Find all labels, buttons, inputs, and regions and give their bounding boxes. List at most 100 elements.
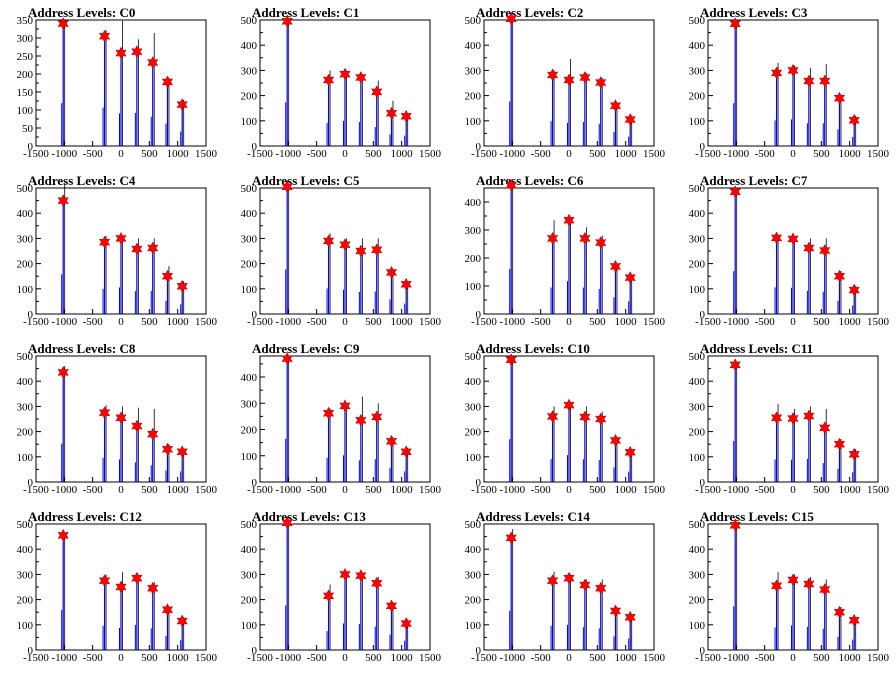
peak-marker xyxy=(624,271,636,285)
y-tick-label: 0 xyxy=(252,645,258,657)
chart-panel-7: Address Levels: C70100200300400500-1500-… xyxy=(689,173,890,328)
y-tick-label: 300 xyxy=(17,569,34,581)
x-tick-label: 500 xyxy=(589,652,606,664)
peak-marker xyxy=(322,406,335,420)
peak-marker xyxy=(505,12,517,26)
chart-panel-3: Address Levels: C30100200300400500-1500-… xyxy=(689,5,890,160)
x-tick-label: 1500 xyxy=(195,484,218,496)
chart-panel-4: Address Levels: C40100200300400500-1500-… xyxy=(17,173,218,328)
x-tick-label: 0 xyxy=(342,484,348,496)
y-tick-label: 500 xyxy=(465,351,482,363)
y-tick-label: 300 xyxy=(241,398,258,410)
y-tick-label: 100 xyxy=(17,620,34,632)
peak-marker xyxy=(579,578,591,592)
x-tick-label: 1000 xyxy=(839,652,862,664)
peak-marker xyxy=(803,74,815,88)
x-tick-label: 1500 xyxy=(195,148,218,160)
x-tick-label: 1000 xyxy=(391,484,414,496)
x-tick-label: -500 xyxy=(83,148,104,160)
x-tick-label: -1500 xyxy=(695,652,721,664)
peak-marker xyxy=(579,410,591,424)
y-tick-label: 500 xyxy=(689,183,706,195)
y-tick-label: 500 xyxy=(241,15,258,27)
peak-marker xyxy=(176,445,188,459)
peak-marker xyxy=(355,70,367,85)
y-tick-label: 0 xyxy=(476,309,482,321)
peak-marker xyxy=(322,73,335,87)
y-tick-label: 300 xyxy=(465,65,482,77)
peak-marker xyxy=(115,411,127,425)
x-tick-label: -1000 xyxy=(723,484,749,496)
x-tick-label: 1500 xyxy=(419,484,442,496)
peak-marker xyxy=(400,277,412,291)
x-tick-label: 1500 xyxy=(867,652,890,664)
x-tick-label: 0 xyxy=(790,316,796,328)
x-tick-label: 500 xyxy=(141,148,158,160)
y-tick-label: 200 xyxy=(465,91,482,103)
chart-title: Address Levels: C12 xyxy=(28,509,142,524)
peak-marker xyxy=(770,231,783,245)
x-tick-label: 0 xyxy=(790,148,796,160)
peak-marker xyxy=(803,241,815,255)
x-tick-label: -1500 xyxy=(23,484,49,496)
x-tick-label: -1500 xyxy=(471,316,497,328)
peak-marker xyxy=(355,244,367,258)
x-tick-label: 1000 xyxy=(167,316,190,328)
x-tick-label: 1000 xyxy=(615,652,638,664)
x-tick-label: -1000 xyxy=(275,652,301,664)
x-tick-label: 1500 xyxy=(867,316,890,328)
peak-marker xyxy=(371,576,383,590)
x-tick-label: -1000 xyxy=(499,484,525,496)
y-tick-label: 100 xyxy=(241,116,258,128)
y-tick-label: 400 xyxy=(465,40,482,52)
chart-panel-10: Address Levels: C10 0 100 200 300 400 500 -1500… xyxy=(465,341,666,496)
peak-marker xyxy=(770,66,783,80)
peak-marker xyxy=(609,433,622,447)
chart-title: Address Levels: C10 xyxy=(476,341,590,356)
chart-title: Address Levels: C2 xyxy=(476,5,583,20)
peak-marker xyxy=(624,610,636,624)
x-tick-label: -1000 xyxy=(51,316,77,328)
peak-marker xyxy=(546,231,559,245)
x-tick-label: 1500 xyxy=(867,484,890,496)
chart-title: Address Levels: C15 xyxy=(700,509,814,524)
peak-marker xyxy=(147,581,159,595)
y-tick-label: 100 xyxy=(465,116,482,128)
peak-marker xyxy=(385,599,398,613)
peak-marker xyxy=(98,235,111,249)
y-tick-label: 0 xyxy=(252,309,258,321)
peak-marker xyxy=(371,410,383,424)
y-tick-label: 500 xyxy=(689,351,706,363)
peak-marker xyxy=(281,14,293,28)
peak-marker xyxy=(176,279,188,293)
peak-marker xyxy=(729,185,741,199)
peak-marker xyxy=(609,604,622,618)
peak-marker xyxy=(161,269,174,283)
x-tick-label: 1000 xyxy=(167,484,190,496)
peak-marker xyxy=(176,614,188,628)
peak-marker xyxy=(115,46,127,60)
y-tick-label: 300 xyxy=(241,65,258,77)
peak-marker xyxy=(400,445,412,459)
y-tick-label: 100 xyxy=(17,284,34,296)
chart-title: Address Levels: C0 xyxy=(28,5,135,20)
peak-marker xyxy=(833,437,846,451)
x-tick-label: 1500 xyxy=(195,316,218,328)
y-tick-label: 500 xyxy=(689,15,706,27)
x-tick-label: 0 xyxy=(118,652,124,664)
x-tick-label: -1500 xyxy=(247,148,273,160)
peak-marker xyxy=(546,409,559,424)
chart-title: Address Levels: C5 xyxy=(252,173,360,188)
y-tick-label: 300 xyxy=(465,569,482,581)
chart-title: Address Levels: C4 xyxy=(28,173,136,188)
y-tick-label: 300 xyxy=(465,401,482,413)
peak-marker xyxy=(98,29,111,43)
y-tick-label: 100 xyxy=(241,451,258,463)
x-tick-label: 1000 xyxy=(391,148,414,160)
y-tick-label: 100 xyxy=(465,620,482,632)
peak-marker xyxy=(579,70,591,85)
x-tick-label: 1500 xyxy=(643,484,666,496)
peak-marker xyxy=(339,238,351,252)
x-tick-label: -500 xyxy=(307,316,328,328)
x-tick-label: -1500 xyxy=(247,316,273,328)
